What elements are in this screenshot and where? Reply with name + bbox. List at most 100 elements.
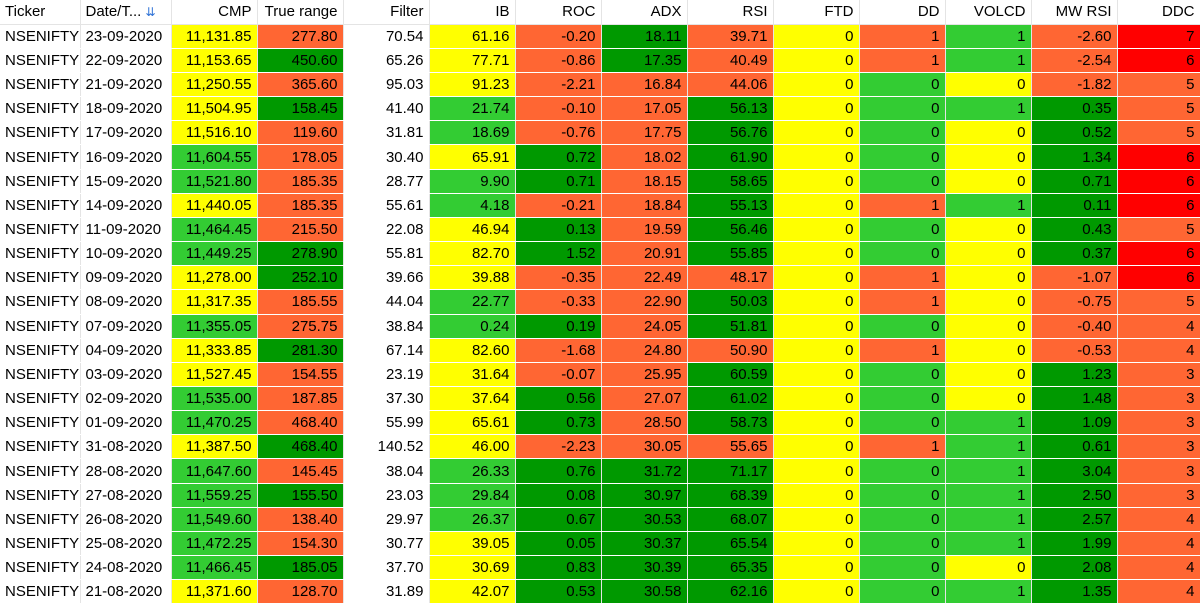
cell-mw-rsi[interactable]: 2.57 (1031, 507, 1118, 532)
cell-ddc[interactable]: 4 (1117, 314, 1200, 339)
cell-true-range[interactable]: 128.70 (257, 579, 344, 604)
cell-filter[interactable]: 22.08 (343, 217, 430, 243)
cell-dd[interactable]: 0 (859, 507, 946, 532)
cell-roc[interactable]: -0.21 (515, 193, 602, 218)
table-row[interactable]: NSENIFTY 08-09-2020 11,317.35 185.55 44.04 22… (0, 289, 1200, 315)
cell-filter[interactable]: 38.04 (343, 458, 430, 484)
cell-ticker[interactable]: NSENIFTY (0, 169, 81, 194)
cell-dd[interactable]: 0 (859, 314, 946, 339)
table-row[interactable]: NSENIFTY 28-08-2020 11,647.60 145.45 38.04 26… (0, 458, 1200, 484)
cell-dd[interactable]: 0 (859, 410, 946, 436)
cell-ticker[interactable]: NSENIFTY (0, 24, 81, 49)
cell-volcd[interactable]: 0 (945, 144, 1032, 170)
cell-ib[interactable]: 42.07 (429, 579, 516, 604)
cell-date[interactable]: 04-09-2020 (80, 338, 172, 363)
column-header-ticker[interactable]: Ticker (0, 0, 81, 25)
cell-volcd[interactable]: 0 (945, 241, 1032, 267)
cell-ftd[interactable]: 0 (773, 483, 860, 508)
cell-ticker[interactable]: NSENIFTY (0, 386, 81, 412)
column-header-rsi[interactable]: RSI (687, 0, 774, 25)
cell-ticker[interactable]: NSENIFTY (0, 120, 81, 146)
cell-true-range[interactable]: 145.45 (257, 458, 344, 484)
cell-adx[interactable]: 30.39 (601, 555, 688, 581)
cell-true-range[interactable]: 138.40 (257, 507, 344, 532)
cell-volcd[interactable]: 0 (945, 169, 1032, 194)
cell-cmp[interactable]: 11,516.10 (171, 120, 258, 146)
cell-ftd[interactable]: 0 (773, 144, 860, 170)
cell-ftd[interactable]: 0 (773, 289, 860, 315)
cell-rsi[interactable]: 48.17 (687, 265, 774, 291)
cell-roc[interactable]: -0.07 (515, 362, 602, 388)
cell-mw-rsi[interactable]: 2.08 (1031, 555, 1118, 581)
cell-roc[interactable]: 0.08 (515, 483, 602, 508)
cell-mw-rsi[interactable]: -0.40 (1031, 314, 1118, 339)
cell-filter[interactable]: 29.97 (343, 507, 430, 532)
cell-true-range[interactable]: 119.60 (257, 120, 344, 146)
column-header-adx[interactable]: ADX (601, 0, 688, 25)
cell-dd[interactable]: 1 (859, 265, 946, 291)
cell-ddc[interactable]: 7 (1117, 24, 1200, 49)
cell-ticker[interactable]: NSENIFTY (0, 555, 81, 581)
cell-adx[interactable]: 30.97 (601, 483, 688, 508)
cell-ftd[interactable]: 0 (773, 48, 860, 73)
cell-ddc[interactable]: 6 (1117, 241, 1200, 267)
cell-ticker[interactable]: NSENIFTY (0, 48, 81, 73)
cell-ticker[interactable]: NSENIFTY (0, 483, 81, 508)
cell-true-range[interactable]: 185.55 (257, 289, 344, 315)
cell-volcd[interactable]: 1 (945, 579, 1032, 604)
cell-volcd[interactable]: 0 (945, 338, 1032, 363)
cell-filter[interactable]: 31.89 (343, 579, 430, 604)
cell-ddc[interactable]: 5 (1117, 289, 1200, 315)
cell-mw-rsi[interactable]: 0.11 (1031, 193, 1118, 218)
cell-mw-rsi[interactable]: 1.09 (1031, 410, 1118, 436)
cell-cmp[interactable]: 11,472.25 (171, 531, 258, 557)
cell-ticker[interactable]: NSENIFTY (0, 265, 81, 291)
cell-volcd[interactable]: 1 (945, 96, 1032, 122)
table-row[interactable]: NSENIFTY 18-09-2020 11,504.95 158.45 41.40 21… (0, 96, 1200, 122)
cell-roc[interactable]: 0.76 (515, 458, 602, 484)
cell-adx[interactable]: 30.37 (601, 531, 688, 557)
cell-cmp[interactable]: 11,549.60 (171, 507, 258, 532)
cell-ftd[interactable]: 0 (773, 241, 860, 267)
cell-ddc[interactable]: 6 (1117, 169, 1200, 194)
cell-true-range[interactable]: 252.10 (257, 265, 344, 291)
cell-volcd[interactable]: 0 (945, 120, 1032, 146)
cell-ftd[interactable]: 0 (773, 217, 860, 243)
cell-adx[interactable]: 28.50 (601, 410, 688, 436)
cell-true-range[interactable]: 450.60 (257, 48, 344, 73)
cell-volcd[interactable]: 1 (945, 458, 1032, 484)
cell-volcd[interactable]: 1 (945, 434, 1032, 460)
cell-ddc[interactable]: 6 (1117, 265, 1200, 291)
cell-filter[interactable]: 23.03 (343, 483, 430, 508)
column-header-volcd[interactable]: VOLCD (945, 0, 1032, 25)
table-row[interactable]: NSENIFTY 21-09-2020 11,250.55 365.60 95.03 91… (0, 72, 1200, 98)
cell-dd[interactable]: 0 (859, 169, 946, 194)
cell-ftd[interactable]: 0 (773, 579, 860, 604)
cell-true-range[interactable]: 185.35 (257, 169, 344, 194)
cell-roc[interactable]: 0.73 (515, 410, 602, 436)
cell-mw-rsi[interactable]: 0.35 (1031, 96, 1118, 122)
cell-ddc[interactable]: 3 (1117, 458, 1200, 484)
cell-ddc[interactable]: 4 (1117, 507, 1200, 532)
cell-date[interactable]: 08-09-2020 (80, 289, 172, 315)
cell-filter[interactable]: 39.66 (343, 265, 430, 291)
cell-roc[interactable]: -0.33 (515, 289, 602, 315)
cell-ddc[interactable]: 5 (1117, 72, 1200, 98)
cell-date[interactable]: 26-08-2020 (80, 507, 172, 532)
cell-filter[interactable]: 140.52 (343, 434, 430, 460)
cell-ticker[interactable]: NSENIFTY (0, 217, 81, 243)
table-row[interactable]: NSENIFTY 25-08-2020 11,472.25 154.30 30.77 39… (0, 531, 1200, 557)
cell-filter[interactable]: 30.77 (343, 531, 430, 557)
cell-ddc[interactable]: 4 (1117, 338, 1200, 363)
cell-volcd[interactable]: 0 (945, 265, 1032, 291)
cell-filter[interactable]: 65.26 (343, 48, 430, 73)
cell-date[interactable]: 02-09-2020 (80, 386, 172, 412)
cell-cmp[interactable]: 11,317.35 (171, 289, 258, 315)
cell-volcd[interactable]: 1 (945, 507, 1032, 532)
cell-ib[interactable]: 18.69 (429, 120, 516, 146)
cell-adx[interactable]: 27.07 (601, 386, 688, 412)
cell-rsi[interactable]: 65.54 (687, 531, 774, 557)
cell-ftd[interactable]: 0 (773, 169, 860, 194)
cell-date[interactable]: 03-09-2020 (80, 362, 172, 388)
cell-cmp[interactable]: 11,466.45 (171, 555, 258, 581)
